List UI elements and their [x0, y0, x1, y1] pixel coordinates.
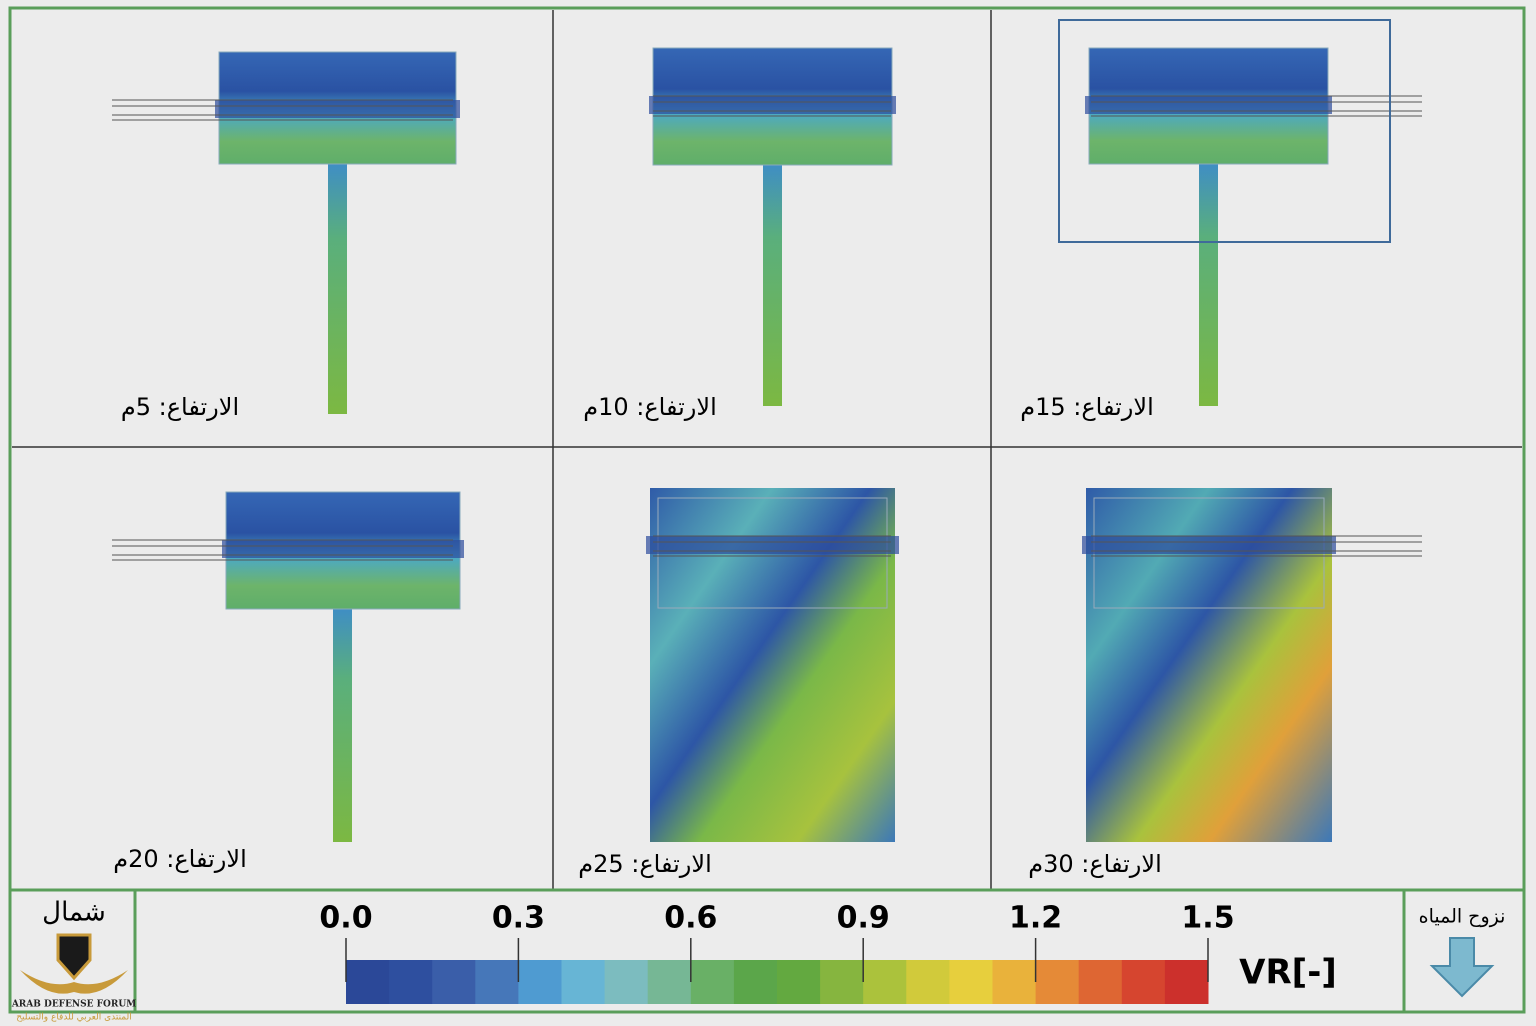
pipe — [763, 165, 782, 406]
colorbar-title: VR[-] — [1239, 953, 1337, 993]
color-swatch — [906, 960, 950, 1004]
grid-lines — [12, 10, 1522, 890]
color-swatch — [863, 960, 907, 1004]
color-swatch — [992, 960, 1037, 1004]
logo-shield — [56, 933, 92, 981]
color-swatch — [1164, 960, 1209, 1004]
north-label: شمال — [42, 898, 106, 928]
tunnel — [646, 536, 899, 554]
color-swatch — [1035, 960, 1080, 1004]
color-swatch — [561, 960, 606, 1004]
tick-label: 0.3 — [492, 901, 545, 936]
color-swatch — [1078, 960, 1123, 1004]
panel-label: الارتفاع: 30م — [1028, 850, 1162, 878]
tunnel — [215, 100, 460, 118]
tunnel — [1082, 536, 1336, 554]
highlight-box — [1058, 19, 1391, 243]
pipe — [328, 164, 347, 414]
color-swatch — [604, 960, 649, 1004]
color-swatch — [777, 960, 821, 1004]
panel-label: الارتفاع: 10م — [583, 393, 717, 421]
tunnel — [649, 96, 896, 114]
color-swatch — [647, 960, 692, 1004]
color-swatch — [346, 960, 390, 1004]
color-swatch — [389, 960, 433, 1004]
color-swatch — [733, 960, 778, 1004]
flow-label: نزوح المياه — [1419, 906, 1506, 928]
tick-label: 1.5 — [1181, 901, 1234, 936]
flow-arrow — [1429, 937, 1495, 998]
tick-label: 0.6 — [664, 901, 717, 936]
tick-label: 1.2 — [1009, 901, 1062, 936]
tunnel — [222, 540, 464, 558]
color-swatch — [820, 960, 864, 1004]
tick-label: 0.9 — [837, 901, 890, 936]
legend-boxes — [10, 888, 1524, 1012]
panel-label: الارتفاع: 25م — [578, 850, 712, 878]
panels: الارتفاع: 5م الارتفاع: 10م الارتفاع: 15م ال… — [112, 19, 1422, 878]
tick-label: 0.0 — [319, 901, 372, 936]
color-swatch — [690, 960, 735, 1004]
logo-subtitle: المنتدى العربي للدفاع والتسليح — [16, 1013, 131, 1023]
color-swatch — [1121, 960, 1166, 1004]
color-swatch — [949, 960, 993, 1004]
tunnel — [1085, 96, 1332, 114]
color-swatch — [432, 960, 476, 1004]
color-swatch — [518, 960, 562, 1004]
pipe — [333, 609, 352, 842]
color-swatch — [475, 960, 519, 1004]
panel-label: الارتفاع: 5م — [121, 393, 239, 421]
pipe — [1199, 164, 1218, 406]
colorbar: 0.0 0.3 0.6 0.9 1.2 1.5VR[-] — [319, 901, 1337, 1004]
panel-label: الارتفاع: 20م — [113, 845, 247, 873]
panel-label: الارتفاع: 15م — [1020, 393, 1154, 421]
logo-title: ARAB DEFENSE FORUM — [11, 1000, 136, 1010]
logo-wings — [20, 970, 128, 994]
